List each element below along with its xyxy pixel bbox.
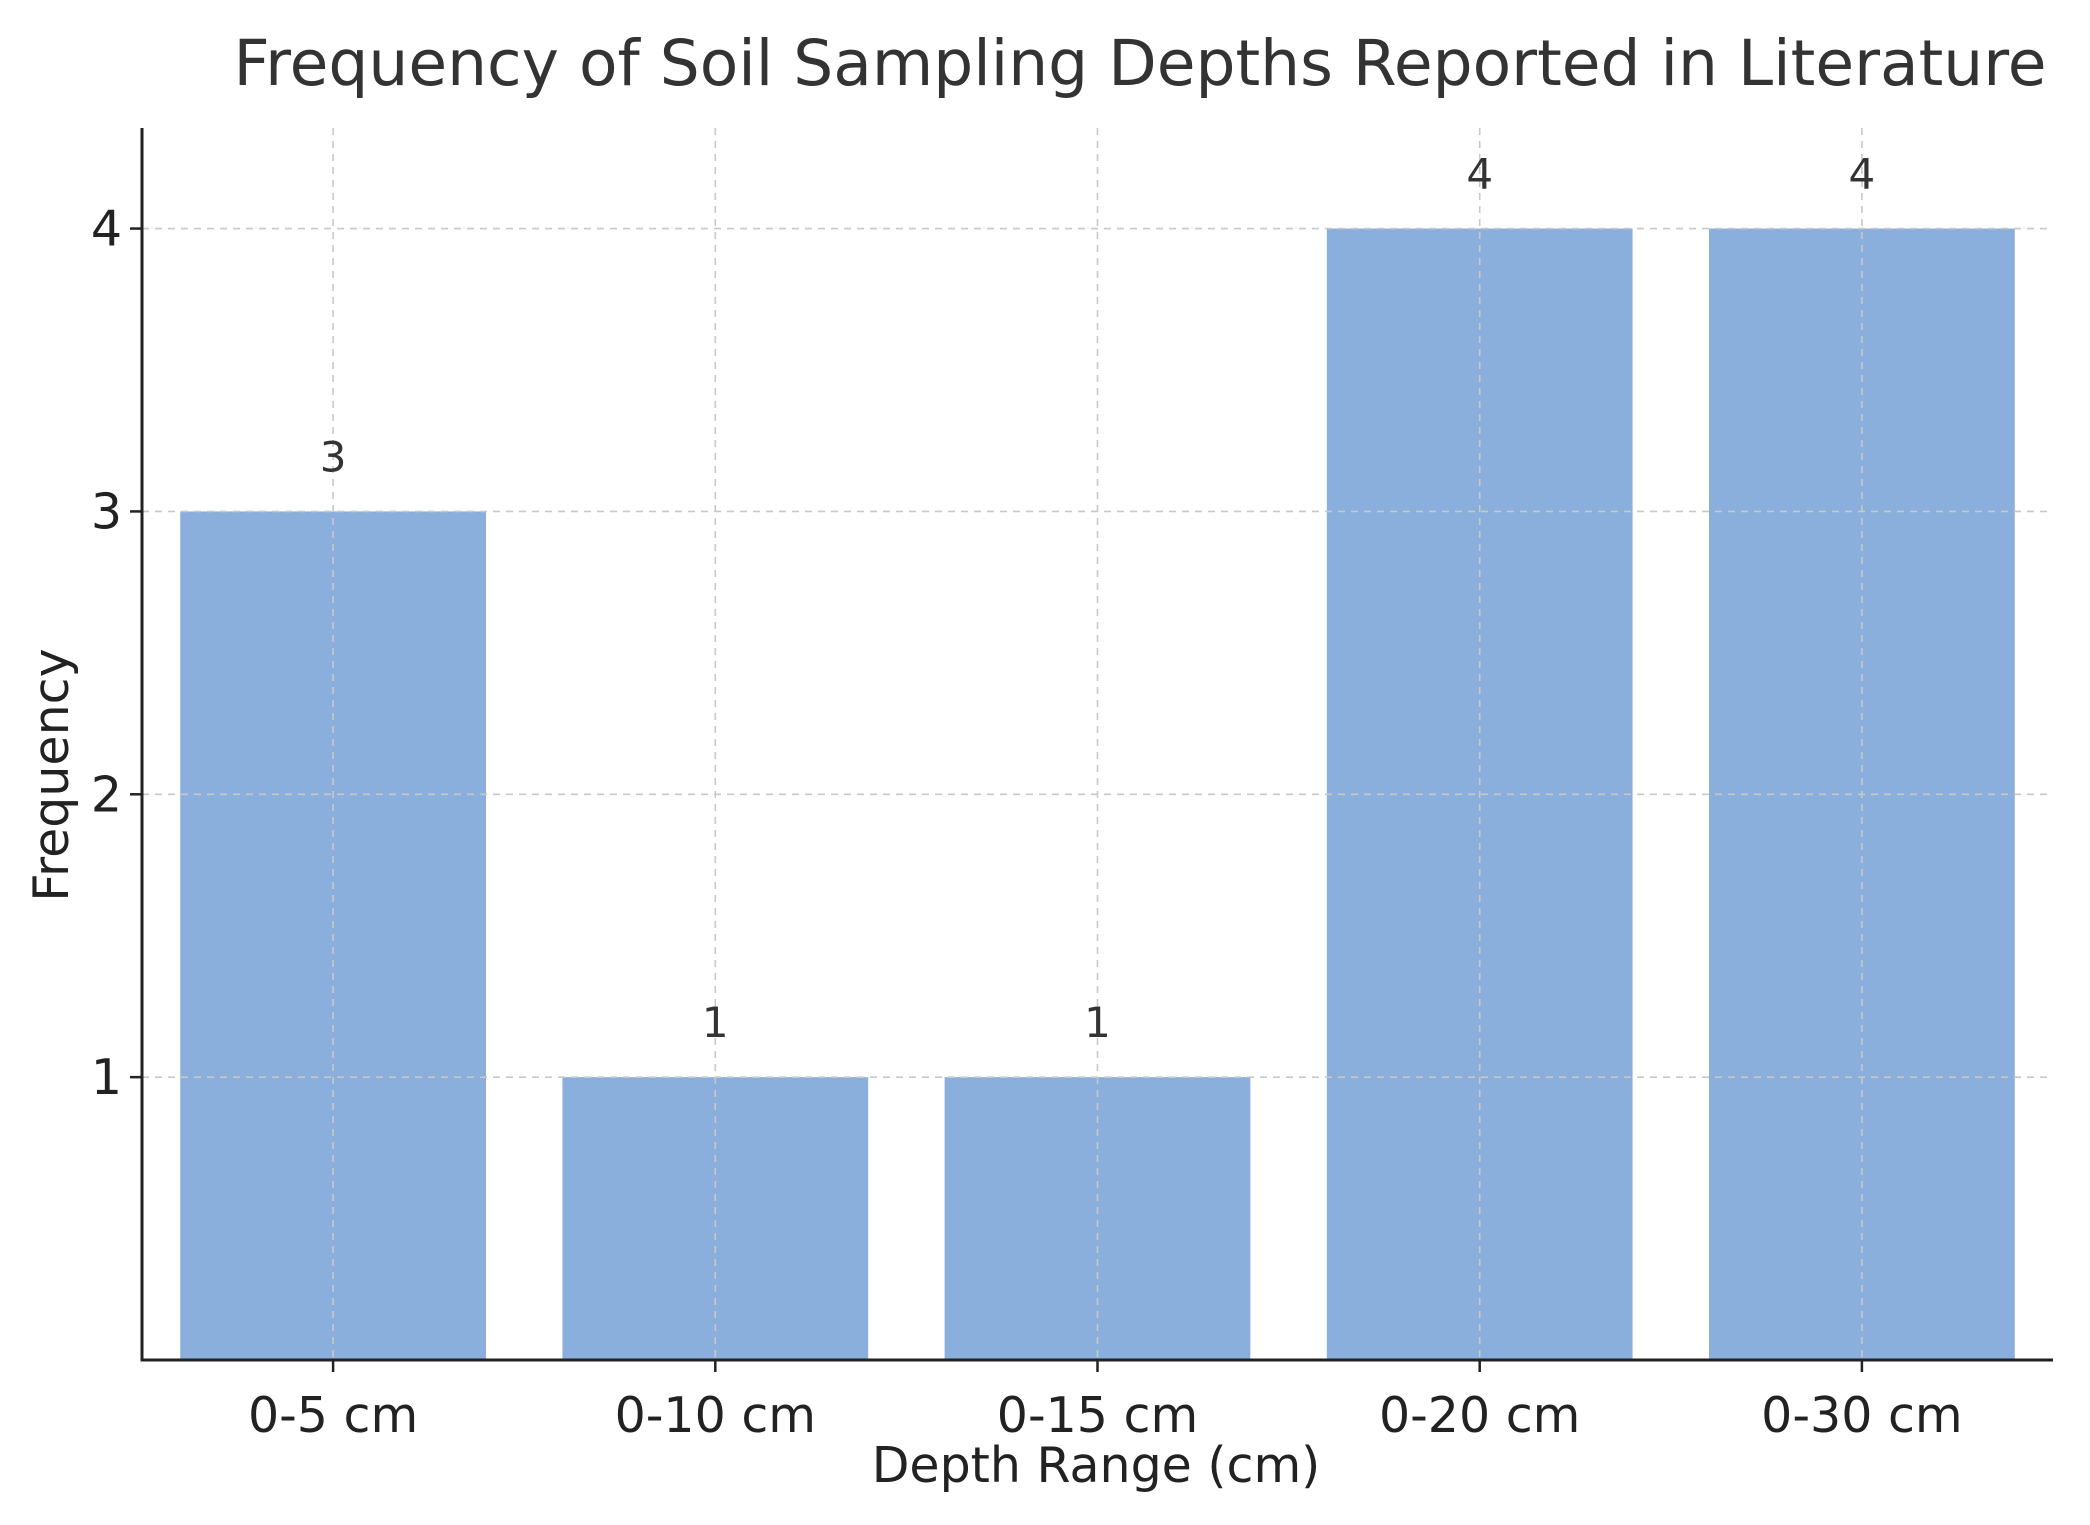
gridlines	[142, 128, 2053, 1360]
labels: 1 2 3 4 0-5 cm 0-10 cm 0-15 cm 0-20 cm 0-30 cm 3 1…	[91, 150, 1963, 1444]
chart-title: Frequency of Soil Sampling Depths Report…	[233, 27, 2046, 100]
bar-value-label: 1	[1084, 998, 1111, 1047]
y-tick-label: 2	[91, 766, 122, 823]
x-tick-label: 0-30 cm	[1761, 1387, 1962, 1444]
x-tick-label: 0-20 cm	[1379, 1387, 1580, 1444]
bar-value-label: 3	[320, 432, 347, 481]
y-tick-label: 4	[91, 201, 122, 258]
x-tick-label: 0-10 cm	[615, 1387, 816, 1444]
y-tick-label: 3	[91, 483, 122, 540]
bar-value-label: 4	[1849, 150, 1876, 199]
bar-value-label: 1	[702, 998, 729, 1047]
y-tick-label: 1	[91, 1049, 122, 1106]
axes	[130, 128, 2053, 1372]
y-axis-label: Frequency	[23, 648, 80, 901]
x-tick-label: 0-15 cm	[997, 1387, 1198, 1444]
bar-value-label: 4	[1466, 150, 1493, 199]
x-tick-label: 0-5 cm	[248, 1387, 418, 1444]
x-axis-label: Depth Range (cm)	[872, 1437, 1321, 1494]
